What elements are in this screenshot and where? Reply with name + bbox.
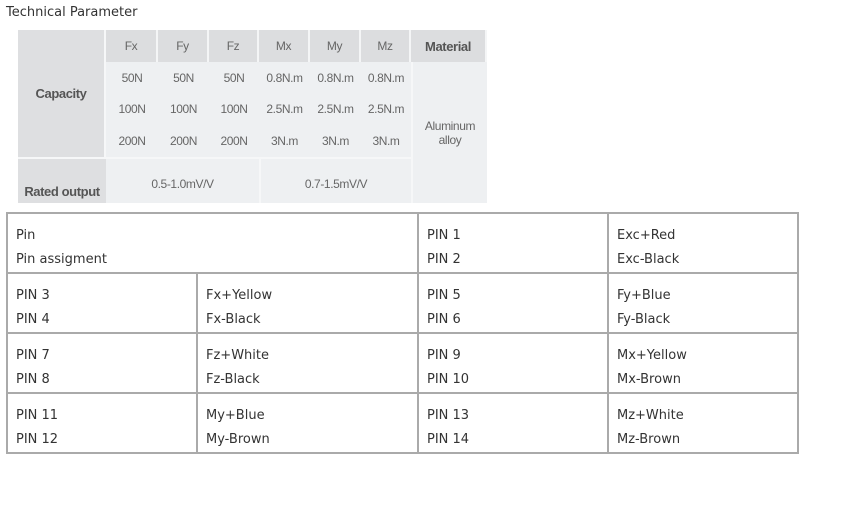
wire-label: Fy+Blue (617, 288, 671, 303)
wire-cell: Fx+Yellow Fx-Black (196, 272, 419, 334)
pin-number: PIN 5 (427, 288, 461, 303)
pin-number: PIN 11 (16, 408, 59, 423)
capacity-value: 100N (169, 102, 198, 116)
wire-label: My-Brown (206, 432, 270, 447)
pin-number: PIN 6 (427, 312, 461, 327)
pin-header-cell: Pin Pin assigment (6, 212, 419, 274)
wire-cell: Fy+Blue Fy-Black (607, 272, 799, 334)
pin-cell: PIN 1 PIN 2 (417, 212, 609, 274)
pin-table: Pin Pin assigment PIN 1 PIN 2 Exc+Red Exc-B… (6, 212, 799, 454)
wire-label: Fz+White (206, 348, 269, 363)
wire-label: Exc-Black (617, 252, 680, 267)
pin-number: PIN 7 (16, 348, 50, 363)
axis-header: Fy (158, 30, 209, 62)
pin-number: PIN 9 (427, 348, 461, 363)
wire-label: Fz-Black (206, 372, 260, 387)
pin-number: PIN 2 (427, 252, 461, 267)
wire-label: Mz-Brown (617, 432, 681, 447)
capacity-value: 3N.m (321, 134, 350, 148)
axis-header: Fz (209, 30, 259, 62)
wire-label: Mx+Yellow (617, 348, 687, 363)
capacity-value: 0.8N.m (367, 70, 405, 85)
table-row: PIN 3 PIN 4 Fx+Yellow Fx-Black PIN 5 PIN 6 Fy+… (6, 272, 799, 334)
capacity-value: 50N (121, 70, 143, 85)
capacity-value: 0.8N.m (317, 70, 354, 85)
wire-label: Fy-Black (617, 312, 671, 327)
wire-label: Mz+White (617, 408, 684, 423)
pin-cell: PIN 13 PIN 14 (417, 392, 609, 454)
capacity-value: 200N (169, 134, 198, 148)
table-row: PIN 11 PIN 12 My+Blue My-Brown PIN 13 PIN 14 M… (6, 392, 799, 454)
material-value: Aluminum alloy (411, 62, 487, 203)
capacity-value: 2.5N.m (317, 102, 354, 116)
wire-cell: My+Blue My-Brown (196, 392, 419, 454)
pin-number: PIN 3 (16, 288, 50, 303)
wire-label: Fx-Black (206, 312, 261, 327)
capacity-value: 200N (118, 134, 146, 148)
capacity-value: 100N (220, 102, 248, 116)
pin-cell: PIN 3 PIN 4 (6, 272, 198, 334)
table-row: Pin Pin assigment PIN 1 PIN 2 Exc+Red Exc-B… (6, 212, 799, 274)
wire-cell: Fz+White Fz-Black (196, 332, 419, 394)
pin-number: PIN 13 (427, 408, 470, 423)
rated-output-force: 0.5-1.0mV/V (106, 157, 259, 203)
wire-label: Fx+Yellow (206, 288, 273, 303)
wire-cell: Mx+Yellow Mx-Brown (607, 332, 799, 394)
material-header: Material (411, 30, 487, 62)
capacity-value: 2.5N.m (367, 102, 405, 116)
axis-header: My (310, 30, 361, 62)
axis-header: Mx (259, 30, 310, 62)
axis-header: Fx (106, 30, 158, 62)
pin-number: PIN 8 (16, 372, 50, 387)
axis-header: Mz (361, 30, 411, 62)
capacity-value: 2.5N.m (266, 102, 303, 116)
capacity-label: Capacity (18, 30, 106, 157)
capacity-value: 3N.m (372, 134, 400, 148)
capacity-value: 3N.m (270, 134, 299, 148)
wire-cell: Mz+White Mz-Brown (607, 392, 799, 454)
capacity-value: 50N (223, 70, 245, 85)
pin-cell: PIN 11 PIN 12 (6, 392, 198, 454)
pin-number: PIN 12 (16, 432, 59, 447)
capacity-value: 0.8N.m (266, 70, 303, 85)
pin-number: PIN 4 (16, 312, 50, 327)
wire-label: Mx-Brown (617, 372, 681, 387)
pin-label: Pin (16, 228, 36, 243)
capacity-value: 200N (220, 134, 248, 148)
wire-label: Exc+Red (617, 228, 676, 243)
pin-cell: PIN 5 PIN 6 (417, 272, 609, 334)
spec-table-image: Capacity Fx Fy Fz Mx My Mz Material 50N 50N 50N 0.8… (18, 30, 487, 203)
table-row: PIN 7 PIN 8 Fz+White Fz-Black PIN 9 PIN 10 Mx+… (6, 332, 799, 394)
pin-cell: PIN 9 PIN 10 (417, 332, 609, 394)
rated-output-label: Rated output (18, 157, 106, 203)
pin-number: PIN 1 (427, 228, 461, 243)
wire-label: My+Blue (206, 408, 265, 423)
pin-assignment-label: Pin assigment (16, 252, 107, 267)
pin-cell: PIN 7 PIN 8 (6, 332, 198, 394)
section-title: Technical Parameter (6, 5, 138, 20)
pin-number: PIN 10 (427, 372, 470, 387)
capacity-value: 100N (118, 102, 146, 116)
pin-number: PIN 14 (427, 432, 470, 447)
rated-output-moment: 0.7-1.5mV/V (259, 157, 411, 203)
capacity-value: 50N (173, 70, 194, 85)
wire-cell: Exc+Red Exc-Black (607, 212, 799, 274)
